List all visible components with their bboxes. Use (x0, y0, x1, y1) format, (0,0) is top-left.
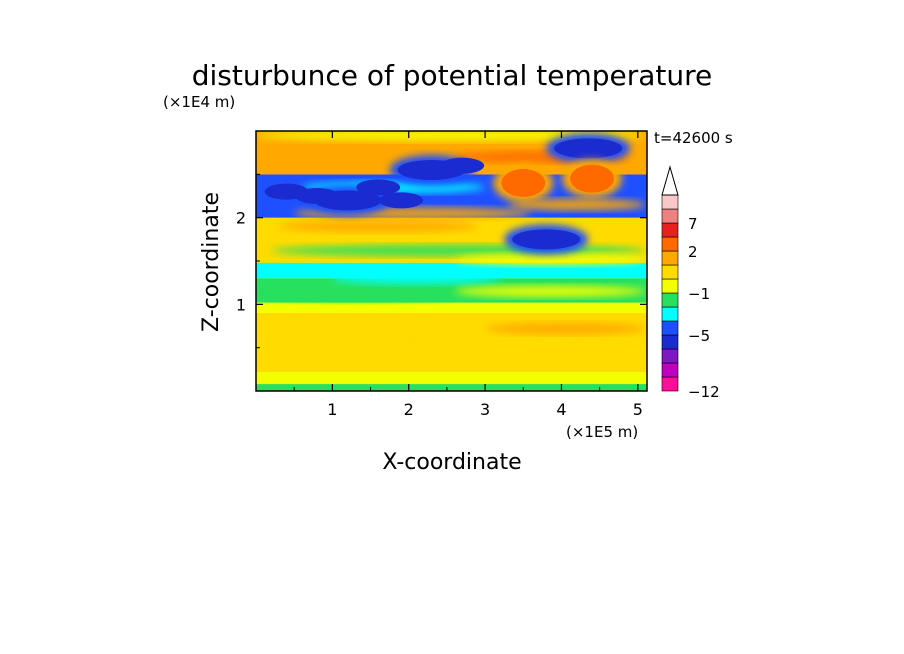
x-tick-label: 4 (556, 400, 566, 419)
heatmap-field (256, 131, 647, 391)
field-streak (278, 220, 478, 233)
colorbar-tick-label: −1 (688, 285, 710, 303)
x-axis-label: X-coordinate (382, 450, 521, 475)
field-feature (356, 179, 401, 196)
field-streak (271, 337, 646, 350)
x-scale-label: (×1E5 m) (566, 423, 638, 441)
y-axis-label: Z-coordinate (199, 192, 224, 332)
x-axis: 1 2 3 4 5 (293, 131, 643, 419)
colorbar-segment (661, 292, 679, 308)
x-tick-label: 5 (633, 400, 643, 419)
colorbar-tick-label: −5 (688, 327, 710, 345)
x-tick-label: 1 (327, 400, 337, 419)
chart-title: disturbunce of potential temperature (192, 59, 713, 92)
colorbar-segment (661, 306, 679, 322)
colorbar-segment (661, 222, 679, 238)
y-tick-label: 2 (236, 209, 246, 228)
colorbar-segment (661, 236, 679, 252)
field-streak (454, 253, 646, 266)
colorbar-segment (661, 376, 679, 392)
field-streak (256, 131, 646, 142)
field-streak (485, 322, 646, 335)
colorbar-segment (661, 334, 679, 350)
colorbar-segment (661, 278, 679, 294)
colorbar-tick-label: 2 (688, 243, 698, 261)
field-feature (570, 164, 615, 193)
colorbar-segment (661, 320, 679, 336)
time-label: t=42600 s (654, 129, 733, 147)
colorbar: 7 2 −1 −5 −12 (661, 165, 720, 401)
colorbar-tick-label: −12 (688, 383, 720, 401)
colorbar-segment (661, 362, 679, 378)
colorbar-segment (661, 208, 679, 224)
y-scale-label: (×1E4 m) (163, 93, 235, 111)
field-layer (256, 371, 647, 385)
field-feature (554, 138, 623, 159)
field-streak (256, 146, 425, 159)
colorbar-tick-label: 7 (688, 215, 698, 233)
x-tick-label: 2 (404, 400, 414, 419)
field-layer (256, 384, 647, 391)
colorbar-segment (661, 250, 679, 266)
field-streak (454, 285, 646, 298)
colorbar-segment (661, 264, 679, 280)
field-feature (501, 169, 546, 197)
y-axis: 12 (236, 173, 647, 349)
y-tick-label: 1 (236, 295, 246, 314)
field-streak (332, 272, 501, 285)
field-streak (263, 289, 455, 302)
colorbar-segment (661, 348, 679, 364)
field-feature (512, 229, 581, 250)
x-tick-label: 3 (480, 400, 490, 419)
field-feature (440, 157, 485, 174)
field-streak (508, 198, 646, 211)
colorbar-extend-arrow (661, 165, 679, 196)
field-feature (295, 188, 340, 204)
field-layer (256, 302, 647, 313)
field-feature (379, 192, 424, 209)
colorbar-segment (661, 194, 679, 210)
